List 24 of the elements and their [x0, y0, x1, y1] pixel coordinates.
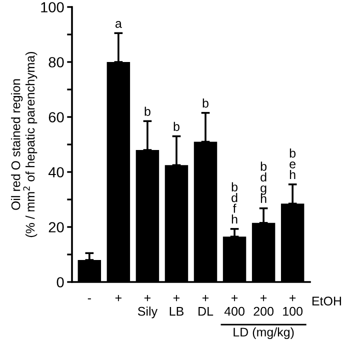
x-tick-label: + 100: [283, 294, 303, 316]
text: EtOH: [312, 296, 341, 306]
annotation: b e h: [290, 148, 296, 180]
annotation: b: [144, 106, 150, 116]
x-tick-label: + 200: [254, 294, 274, 316]
y-tick-label: 60: [48, 112, 64, 122]
annotation: b d f h: [232, 182, 238, 224]
x-tick-label: + 400: [224, 294, 244, 316]
x-tick-label: +: [115, 294, 122, 302]
x-tick-label: + DL: [198, 294, 214, 316]
x-tick-label: -: [88, 298, 91, 300]
y-tick-label: 40: [48, 167, 64, 178]
y-tick-label: 20: [48, 222, 64, 232]
annotation: b d g h: [260, 162, 267, 203]
x-tick-label: + LB: [170, 294, 184, 316]
annotation: b: [202, 98, 208, 108]
y-axis-title: Oil red O stained region (% / mm$^{2}$ of hepatic parenchyma): [11, 52, 38, 238]
y-tick-label: 80: [48, 57, 64, 68]
x-tick-label: + Sily: [138, 294, 158, 318]
annotation: b: [174, 122, 180, 131]
y-tick-label: 100: [41, 2, 64, 12]
annotation: a: [115, 21, 122, 28]
text: LD (mg/kg): [234, 327, 294, 340]
y-tick-label: 0: [56, 277, 64, 288]
